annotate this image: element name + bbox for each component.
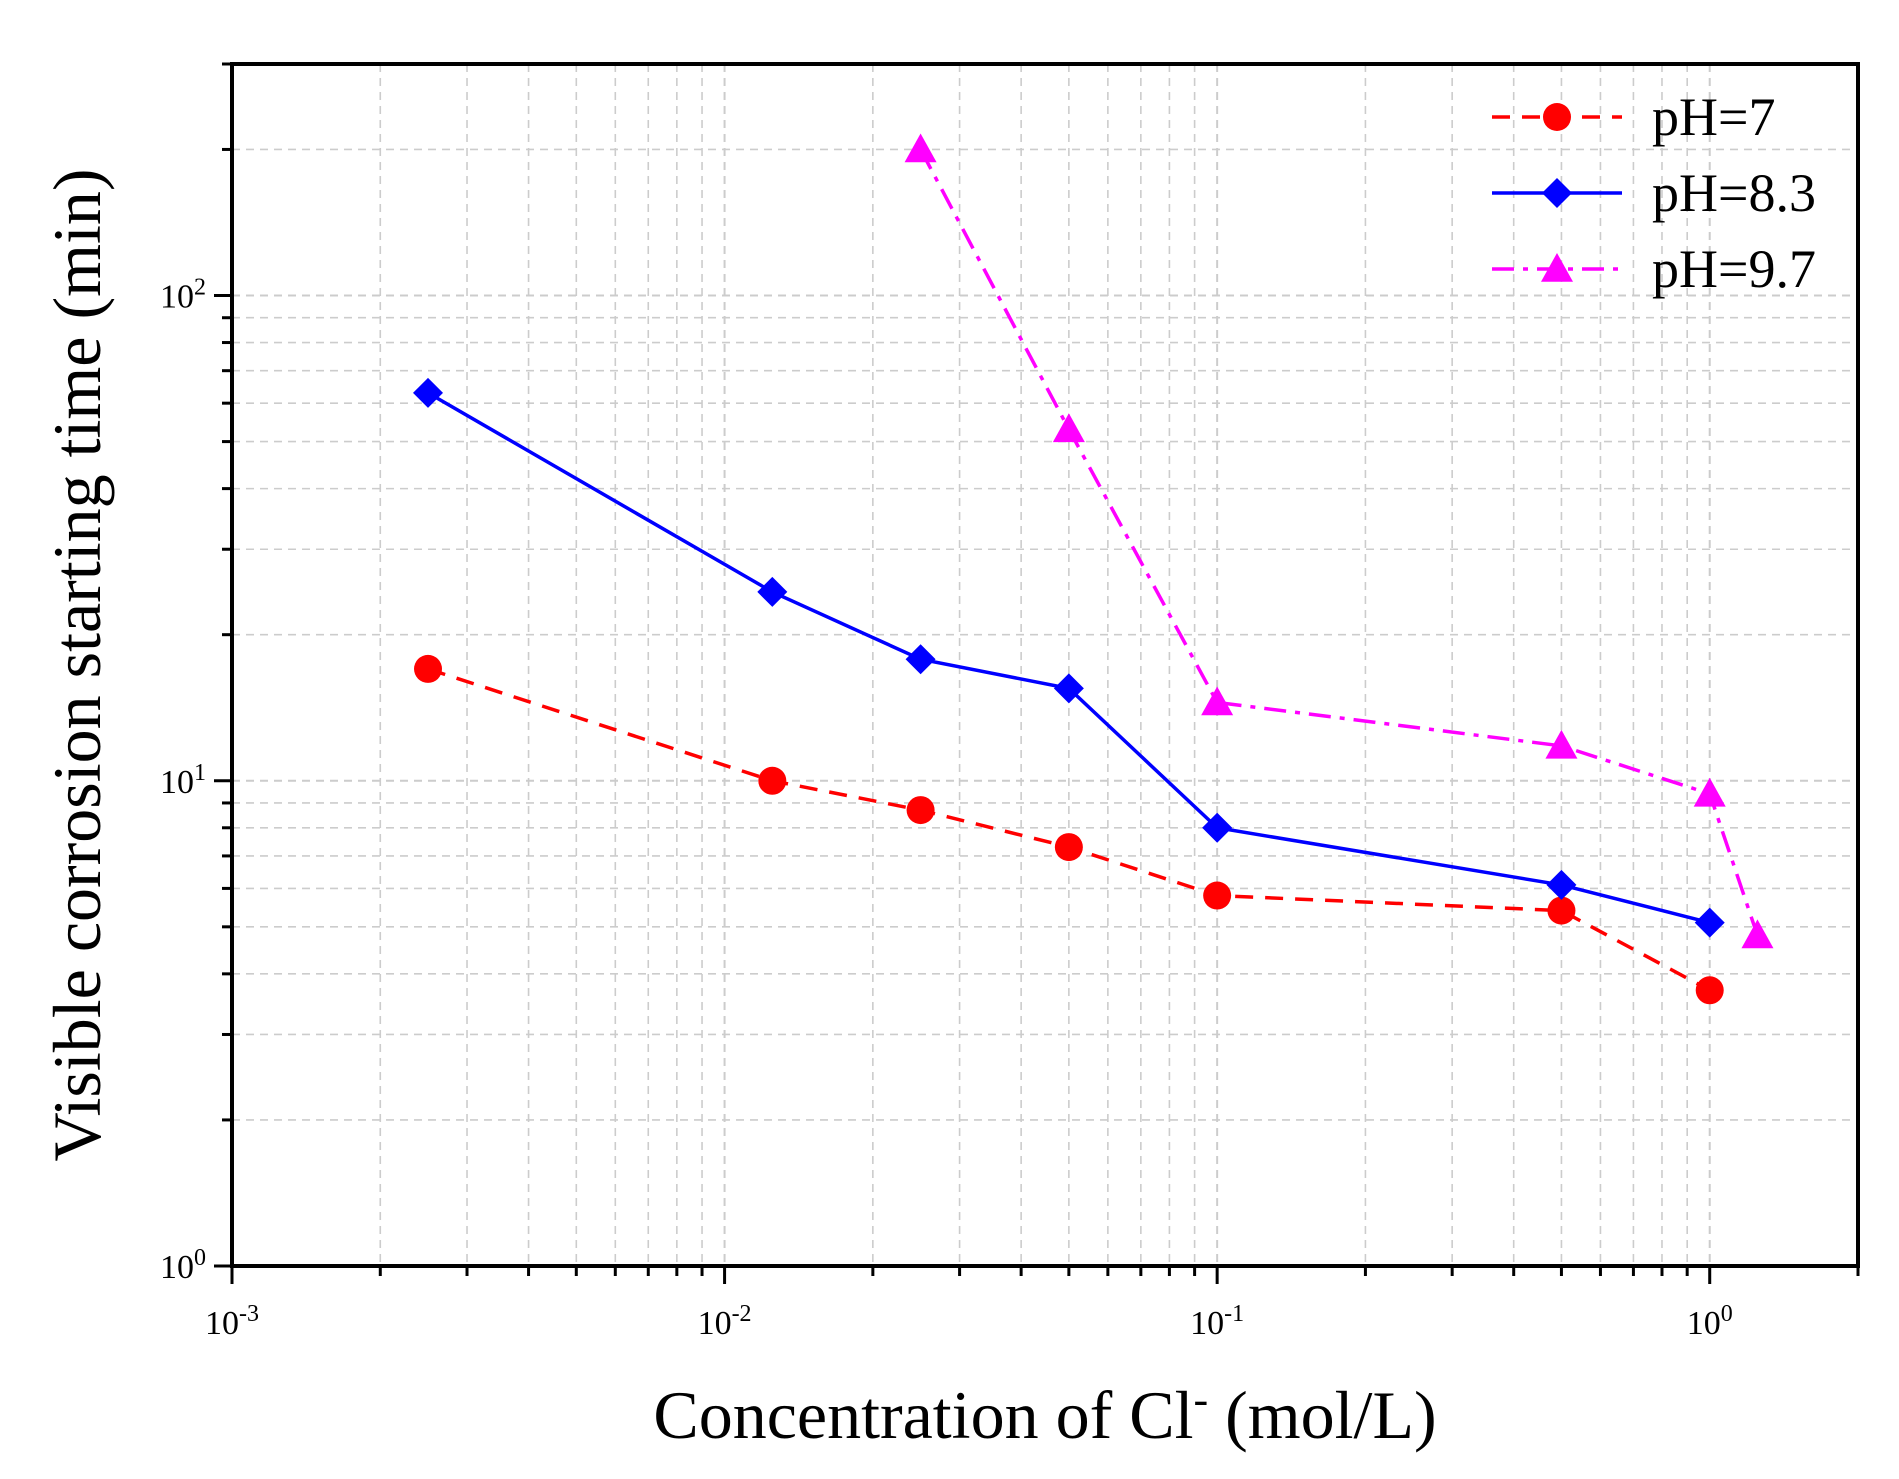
y-axis-title: Visible corrosion starting time (min) <box>39 168 115 1161</box>
data-point <box>1546 869 1577 900</box>
data-point <box>414 654 443 683</box>
data-point <box>1695 976 1724 1005</box>
data-point <box>1741 919 1774 949</box>
data-point <box>757 576 788 607</box>
data-point <box>413 377 444 408</box>
x-tick-label: 100 <box>1687 1301 1733 1342</box>
y-tick-label: 101 <box>160 760 206 801</box>
x-tick-label: 10-1 <box>1190 1301 1244 1342</box>
y-tick-label: 102 <box>160 275 206 316</box>
legend-marker <box>1542 178 1572 208</box>
series-pH=7 <box>414 654 1724 1005</box>
series-pH=8.3 <box>413 377 1725 938</box>
y-tick-label: 100 <box>160 1245 206 1286</box>
y-axis-ticks <box>214 62 232 1268</box>
legend-item: pH=8.3 <box>1492 163 1816 223</box>
legend-label: pH=7 <box>1652 87 1775 147</box>
minor-gridlines <box>232 63 1859 1266</box>
x-axis-ticks <box>230 1266 1860 1284</box>
legend-label: pH=8.3 <box>1652 163 1816 223</box>
data-point <box>1054 833 1083 862</box>
x-tick-label: 10-3 <box>205 1301 259 1342</box>
data-point <box>1201 686 1234 716</box>
data-point <box>905 644 936 675</box>
legend-item: pH=9.7 <box>1492 239 1816 299</box>
x-axis-tick-labels: 10-3 10-2 10-1 100 <box>205 1301 1733 1342</box>
data-point <box>904 133 937 163</box>
data-point <box>1694 907 1725 938</box>
legend-marker <box>1543 103 1571 131</box>
series-layer <box>413 133 1774 1005</box>
legend-marker <box>1541 253 1573 282</box>
legend-item: pH=7 <box>1492 87 1775 147</box>
data-point <box>906 796 935 825</box>
plot-frame <box>230 62 1860 1268</box>
series-pH=9.7 <box>904 133 1774 949</box>
data-point <box>1203 881 1232 910</box>
data-point <box>1693 777 1726 807</box>
legend: pH=7 pH=8.3 pH=9.7 <box>1492 87 1816 299</box>
x-tick-label: 10-2 <box>698 1301 752 1342</box>
legend-label: pH=9.7 <box>1652 239 1816 299</box>
data-point <box>1547 896 1576 925</box>
y-axis-tick-labels: 100 101 102 <box>160 275 206 1286</box>
data-point <box>1545 729 1578 759</box>
data-point <box>758 766 787 795</box>
x-axis-title: Concentration of Cl- (mol/L) <box>653 1375 1436 1454</box>
data-point <box>1202 812 1233 843</box>
data-point <box>1053 673 1084 704</box>
data-point <box>1052 413 1085 443</box>
